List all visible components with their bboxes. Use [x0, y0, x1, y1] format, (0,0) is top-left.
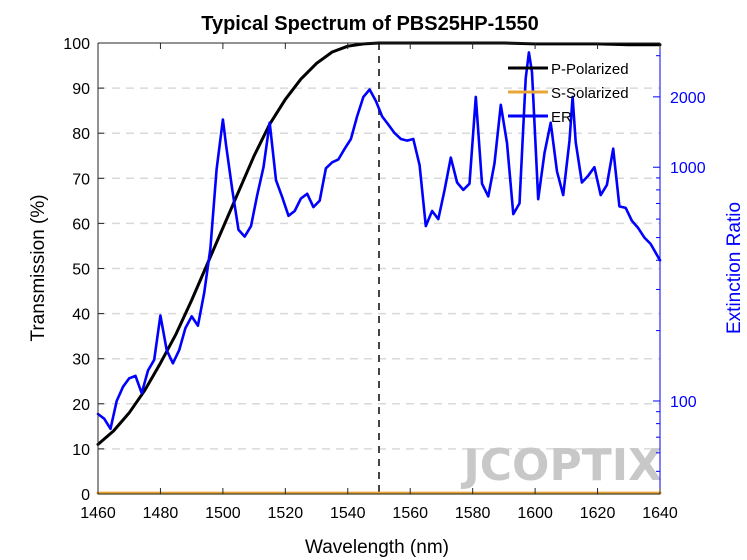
legend-label-p-polarized: P-Polarized — [551, 61, 629, 78]
y-tick-label-0: 0 — [81, 487, 90, 504]
x-tick-label-9: 1640 — [642, 505, 678, 522]
y-tick-label-3: 30 — [72, 352, 90, 369]
legend: P-Polarized S-Solarized ER — [508, 61, 629, 126]
y-tick-label-10: 100 — [63, 36, 90, 53]
y-tick-label-8: 80 — [72, 126, 90, 143]
y-axis-label: Transmission (%) — [28, 194, 49, 341]
y-tick-label-2: 20 — [72, 397, 90, 414]
x-tick-label-5: 1560 — [392, 505, 428, 522]
legend-entry-s-solarized: S-Solarized — [508, 85, 629, 102]
y2-tick-label-2: 2000 — [670, 90, 706, 107]
x-tick-label-2: 1500 — [205, 505, 241, 522]
y-axis-ticks: 0 10 20 30 40 50 60 70 80 90 100 — [63, 36, 104, 504]
chart-title: Typical Spectrum of PBS25HP-1550 — [201, 13, 539, 35]
y-tick-label-4: 40 — [72, 307, 90, 324]
y2-tick-label-0: 100 — [670, 394, 697, 411]
x-tick-label-7: 1600 — [517, 505, 553, 522]
x-tick-label-0: 1460 — [80, 505, 116, 522]
watermark: JCOPTIX — [460, 440, 662, 491]
series-line-er — [96, 51, 662, 431]
y-tick-label-7: 70 — [72, 171, 90, 188]
legend-entry-er: ER — [508, 109, 572, 126]
legend-label-er: ER — [551, 109, 572, 126]
x-tick-label-4: 1540 — [330, 505, 366, 522]
x-tick-label-1: 1480 — [143, 505, 179, 522]
y-tick-label-9: 90 — [72, 81, 90, 98]
legend-label-s-solarized: S-Solarized — [551, 85, 629, 102]
watermark-text: JCOPTIX — [460, 440, 662, 491]
y-tick-label-5: 50 — [72, 262, 90, 279]
y-tick-label-6: 60 — [72, 216, 90, 233]
x-axis-label: Wavelength (nm) — [305, 537, 449, 558]
x-axis-ticks: 1460 1480 1500 1520 1540 1560 1580 1600 1620 1640 — [80, 43, 678, 522]
y2-axis-ticks: 100 1000 2000 — [653, 55, 706, 472]
legend-entry-p-polarized: P-Polarized — [508, 61, 629, 78]
y-tick-label-1: 10 — [72, 442, 90, 459]
y2-axis-label: Extinction Ratio — [724, 202, 745, 334]
x-tick-label-6: 1580 — [455, 505, 491, 522]
y2-tick-label-1: 1000 — [670, 160, 706, 177]
x-tick-label-8: 1620 — [580, 505, 616, 522]
x-tick-label-3: 1520 — [268, 505, 304, 522]
